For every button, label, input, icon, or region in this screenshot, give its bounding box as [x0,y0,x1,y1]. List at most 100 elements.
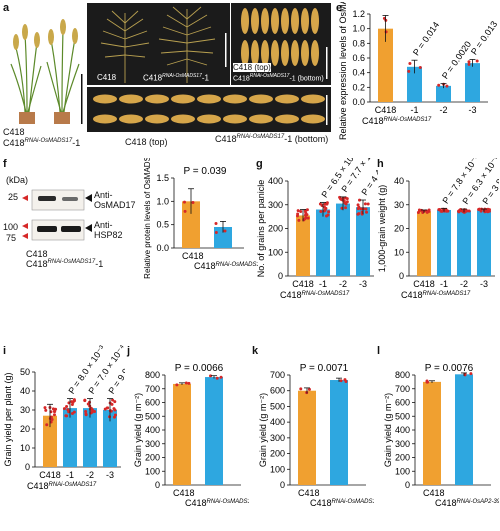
y-tick-label-j: 800 [145,370,160,380]
y-tick-label-j: 0 [155,480,160,490]
data-point-g [323,205,327,209]
data-point-g [299,209,303,213]
bar-h-0 [417,211,431,276]
data-point-h [457,209,461,213]
p-value-f: P = 0.039 [184,166,227,177]
data-point-h [486,208,490,212]
data-point-g [318,202,322,206]
data-point-g [365,210,369,214]
data-point-g [297,218,301,222]
data-point-g [358,198,362,202]
data-point-j [184,381,188,385]
category-label-k: C418RNAi-OsMADS17-1 [310,498,374,508]
data-point-h [483,210,487,214]
category-label-g: -1 [319,279,327,289]
bar-h-3 [477,210,491,276]
data-point-h [438,208,442,212]
group-sup-e: RNAi-OsMADS17 [384,117,432,123]
y-tick-label-e: 1.0 [352,24,365,34]
data-point-g [325,201,329,205]
data-point-f [214,222,218,226]
category-label-h: -2 [460,279,468,289]
y-tick-label-g: 0 [278,271,283,281]
y-tick-label-l: 600 [395,398,410,408]
marker-75: 75 [6,233,17,243]
caption-c-top: C418 (top) [233,63,271,72]
group-sup-g: RNAi-OsMADS17 [302,291,350,297]
category-sup-k: RNAi-OsMADS17 [332,499,374,505]
y-axis-label-l: Grain yield (g m⁻²) [383,393,393,467]
chart-h: 0 10 20 30 40 1,000-grain weight (g) C418 -1 -2 -… [377,158,499,298]
data-point-j [215,376,219,380]
grain-photo-c [231,3,331,85]
bar-g-1 [316,209,330,276]
p-value-e-1: P = 0.014 [411,20,441,57]
y-tick-label-l: 100 [395,466,410,476]
data-point-h [417,208,421,212]
data-point-g [344,206,348,210]
chart-f: 0.0 0.5 1.0 1.5 Relative protein levels of O… [143,158,258,279]
category-label-i: C418 [39,470,61,480]
data-point-i [84,410,88,414]
blot-image [22,189,85,241]
bar-e-2 [436,85,451,102]
bar-g-0 [296,215,310,276]
data-point-h [427,208,431,212]
data-point-g [363,202,367,206]
antibody-2: Anti- [94,220,113,230]
data-point-j [209,374,213,378]
data-point-i [89,406,93,410]
y-tick-label-e: 0.4 [352,68,365,78]
category-sup-j: RNAi-OsMADS17 [207,499,249,505]
chart-i: 0 10 20 30 40 50 Grain yield per plant (g) C418… [3,345,125,491]
y-axis-label-g: No. of grains per panicle [256,180,266,278]
data-point-j [219,375,223,379]
bar-i-3 [103,410,117,467]
data-point-i [45,423,49,427]
category-label-g: C418 [292,279,314,289]
p-value-j: P = 0.0066 [175,363,224,374]
panel-label-a: a [3,2,10,14]
data-point-k [343,378,347,382]
data-point-l [469,372,473,376]
panel-label-e: e [336,2,343,14]
y-tick-label-i: 20 [20,424,30,434]
data-point-f [223,229,227,233]
y-tick-label-e: 0.2 [352,82,365,92]
plant-photo [5,14,85,126]
caption-a-rnai: C418RNAi-OsMADS17-1 [3,138,81,148]
antibody-1b: OsMAD17 [94,200,136,210]
y-tick-label-i: 10 [20,443,30,453]
y-tick-label-i: 0 [25,462,30,472]
data-point-h [477,207,481,211]
data-point-g [366,202,370,206]
marker-100: 100 [3,222,19,232]
y-tick-label-k: 300 [270,433,285,443]
data-point-i [83,398,87,402]
y-axis-label-e: Relative expression levels of OsMADS17 [338,2,348,140]
panel-label-h: h [377,158,384,170]
data-point-g [342,199,346,203]
group-label-i: C418RNAi-OsMADS17 [27,481,97,491]
bar-j-1 [205,377,223,485]
y-axis-label-f: Relative protein levels of OsMADS17 [143,158,152,279]
data-point-f [214,230,218,234]
data-point-i [112,407,116,411]
caption-c-bottom: C418RNAi-OsMADS17-1 (bottom) [233,73,324,83]
y-tick-label-i: 30 [20,405,30,415]
data-point-g [324,214,328,218]
y-tick-label-g: 400 [268,176,283,186]
data-point-i [111,398,115,402]
data-point-e [384,30,388,34]
data-point-i [67,410,71,414]
data-point-i [110,402,114,406]
y-tick-label-e: 0.6 [352,53,365,63]
data-point-i [90,410,94,414]
category-label-h: -1 [440,279,448,289]
group-label-e: C418RNAi-OsMADS17 [362,116,432,126]
panel-label-k: k [252,345,259,357]
bar-f-0 [182,201,200,248]
data-point-i [50,417,54,421]
data-point-h [425,210,429,214]
y-tick-label-j: 400 [145,425,160,435]
